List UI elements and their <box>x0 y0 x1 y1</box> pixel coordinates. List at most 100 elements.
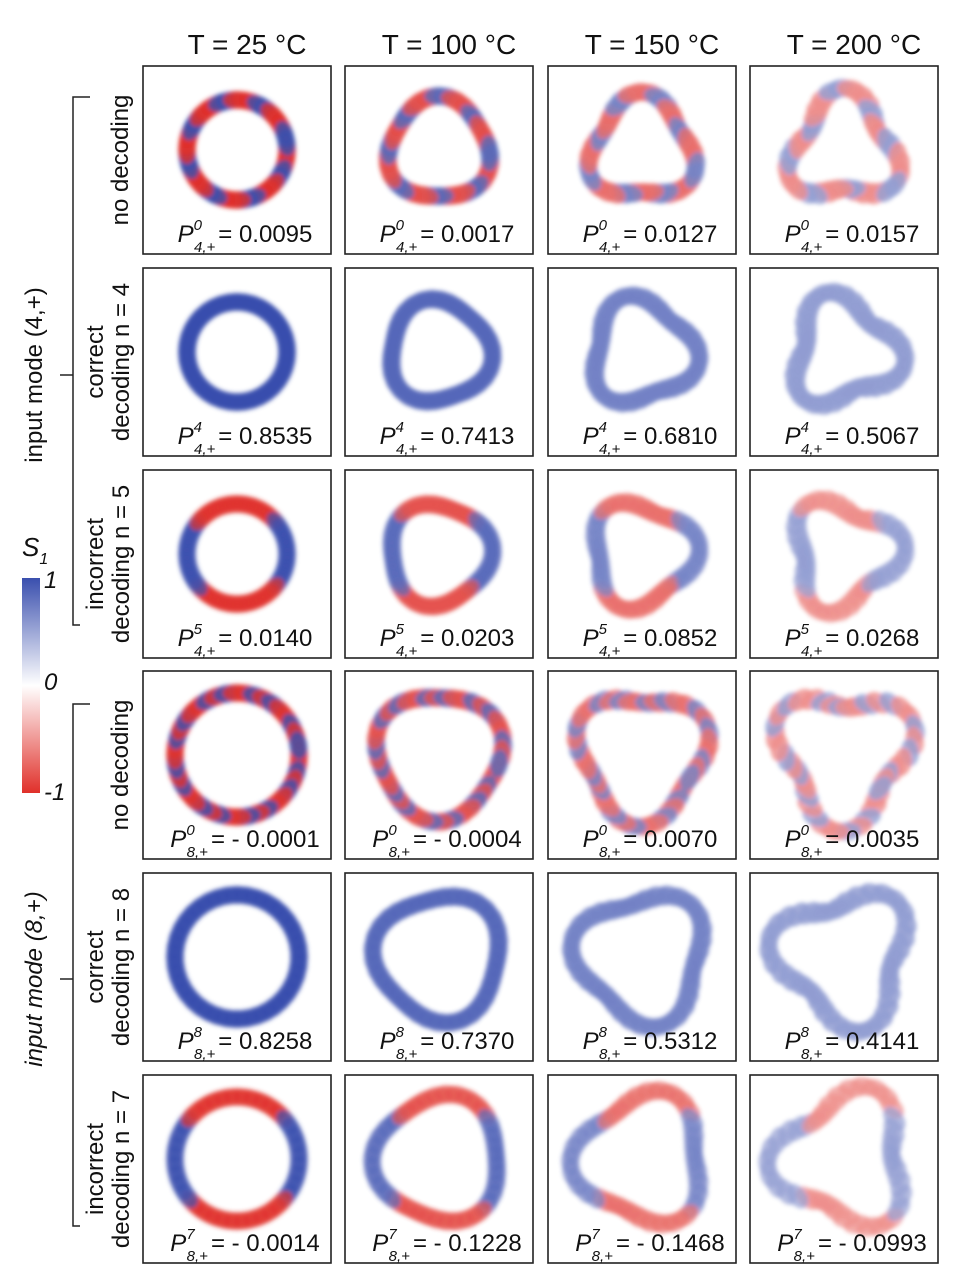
pattern-lobe <box>489 749 509 778</box>
label-value: = - 0.1228 <box>413 1230 522 1257</box>
label-symbol: P <box>170 1230 186 1257</box>
label-superscript: 7 <box>388 1226 397 1243</box>
pattern-lobe <box>688 1172 709 1199</box>
label-subscript: 8,+ <box>794 1248 816 1265</box>
label-superscript: 7 <box>591 1226 600 1243</box>
pattern-lobe <box>483 345 502 374</box>
label-symbol: P <box>583 826 599 853</box>
pattern-lobe <box>680 966 701 994</box>
panel-image <box>758 1077 913 1237</box>
pattern-lobe <box>289 1135 308 1164</box>
pattern-lobe <box>886 1197 911 1222</box>
label-value: = - 0.0014 <box>211 1230 320 1257</box>
panel-image <box>366 688 513 831</box>
label-value: = 0.5312 <box>623 1028 717 1055</box>
panel-image <box>785 490 915 623</box>
pattern-lobe <box>487 1153 506 1182</box>
label-subscript: 4,+ <box>801 643 823 660</box>
label-subscript: 4,+ <box>194 643 216 660</box>
panel-label: P0 4,+ = 0.0095 <box>178 217 313 256</box>
panel-label: P5 4,+ = 0.0203 <box>380 621 515 660</box>
label-symbol: P <box>575 1230 591 1257</box>
label-symbol: P <box>170 826 186 853</box>
panel-image <box>382 495 502 616</box>
label-symbol: P <box>380 423 396 450</box>
row-label: no decoding <box>107 700 134 831</box>
label-subscript: 4,+ <box>599 643 621 660</box>
label-symbol: P <box>785 423 801 450</box>
pattern-lobe <box>684 161 705 188</box>
label-superscript: 0 <box>388 822 397 839</box>
label-subscript: 8,+ <box>599 1046 621 1063</box>
pattern-lobe <box>682 362 703 390</box>
panel-label: P8 8,+ = 0.4141 <box>785 1024 920 1063</box>
label-symbol: P <box>583 423 599 450</box>
column-header: T = 200 °C <box>787 29 921 60</box>
pattern-lobe <box>868 373 892 398</box>
row-label: decoding n = 4 <box>108 283 135 441</box>
label-superscript: 7 <box>186 1226 195 1243</box>
label-symbol: P <box>380 625 396 652</box>
row-label: decoding n = 8 <box>108 888 135 1046</box>
label-value: = - 0.1468 <box>616 1230 725 1257</box>
label-value: = 0.0203 <box>420 625 514 652</box>
panel-image <box>382 290 502 411</box>
label-value: = - 0.0004 <box>413 826 522 853</box>
pattern-lobe <box>861 568 885 593</box>
label-superscript: 4 <box>801 419 809 436</box>
panel-image <box>562 885 712 1037</box>
panel-image <box>166 886 308 1028</box>
panel-image <box>561 1081 709 1234</box>
column-header: T = 100 °C <box>382 29 516 60</box>
row-label: decoding n = 5 <box>108 485 135 643</box>
label-symbol: P <box>583 1028 599 1055</box>
pattern-lobe <box>277 330 296 359</box>
column-header: T = 150 °C <box>585 29 719 60</box>
panel-image <box>166 684 308 826</box>
label-symbol: P <box>777 1230 793 1257</box>
label-superscript: 0 <box>186 822 195 839</box>
label-superscript: 0 <box>396 217 405 234</box>
label-value: = 0.6810 <box>623 423 717 450</box>
label-symbol: P <box>583 221 599 248</box>
row-label: no decoding <box>107 95 134 226</box>
label-symbol: P <box>583 625 599 652</box>
panel-image <box>178 91 296 209</box>
label-superscript: 7 <box>793 1226 802 1243</box>
panel-label: P7 8,+ = - 0.0993 <box>777 1226 926 1265</box>
panel-label: P0 8,+ = 0.0070 <box>583 822 718 861</box>
label-value: = 0.4141 <box>825 1028 919 1055</box>
panel-label: P8 8,+ = 0.7370 <box>380 1024 515 1063</box>
label-subscript: 8,+ <box>194 1046 216 1063</box>
colorbar-title: S1 <box>22 532 48 568</box>
row-label: correct <box>82 930 109 1004</box>
panel-label: P4 4,+ = 0.6810 <box>583 419 718 458</box>
label-value: = 0.0095 <box>218 221 312 248</box>
label-symbol: P <box>785 625 801 652</box>
label-value: = 0.5067 <box>825 423 919 450</box>
panel-image <box>584 286 709 413</box>
label-subscript: 4,+ <box>599 239 621 256</box>
panel-image <box>759 883 917 1042</box>
panel-label: P4 4,+ = 0.5067 <box>785 419 920 458</box>
panel-label: P5 4,+ = 0.0852 <box>583 621 718 660</box>
panel-label: P0 8,+ = - 0.0004 <box>372 822 521 861</box>
label-value: = 0.8535 <box>218 423 312 450</box>
label-subscript: 8,+ <box>801 1046 823 1063</box>
pattern-lobe <box>289 933 308 962</box>
label-superscript: 0 <box>801 822 810 839</box>
colorbar-subscript: 1 <box>39 551 48 568</box>
label-value: = 0.0140 <box>218 625 312 652</box>
group-label: input mode (8,+) <box>21 891 48 1066</box>
label-superscript: 8 <box>599 1024 608 1041</box>
label-superscript: 4 <box>396 419 404 436</box>
brackets <box>60 96 90 1227</box>
label-subscript: 4,+ <box>801 239 823 256</box>
label-superscript: 4 <box>194 419 202 436</box>
panel-label: P0 4,+ = 0.0017 <box>380 217 515 256</box>
row-label: incorrect <box>82 1123 109 1215</box>
label-subscript: 4,+ <box>396 643 418 660</box>
label-value: = - 0.0001 <box>211 826 320 853</box>
label-superscript: 4 <box>599 419 607 436</box>
pattern-lobe <box>289 731 308 760</box>
